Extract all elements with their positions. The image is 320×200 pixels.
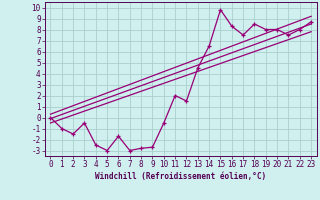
X-axis label: Windchill (Refroidissement éolien,°C): Windchill (Refroidissement éolien,°C) (95, 172, 266, 181)
